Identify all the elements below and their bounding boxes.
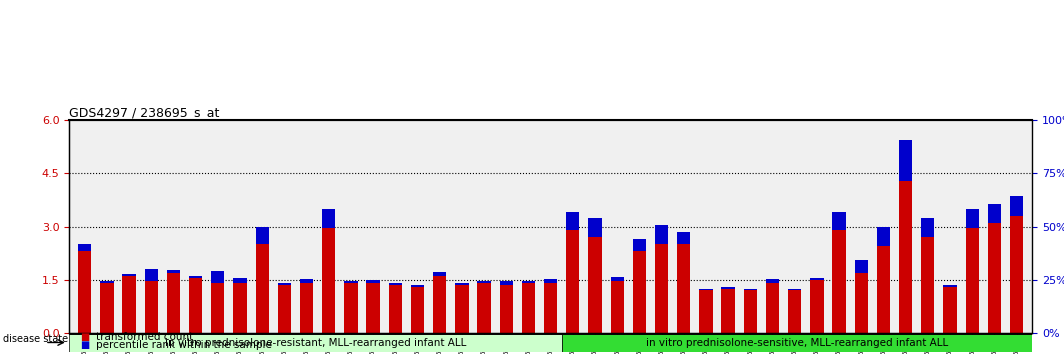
Bar — [366, 283, 380, 333]
Bar — [721, 289, 735, 333]
Text: in vitro prednisolone-sensitive, MLL-rearranged infant ALL: in vitro prednisolone-sensitive, MLL-rea… — [646, 338, 948, 348]
Bar — [500, 281, 513, 285]
Bar — [300, 283, 313, 333]
Bar — [766, 279, 779, 283]
Bar — [345, 281, 358, 283]
Bar — [122, 274, 136, 276]
Text: GDS4297 / 238695_s_at: GDS4297 / 238695_s_at — [69, 106, 219, 119]
Bar — [167, 270, 180, 273]
Bar — [854, 260, 868, 273]
Bar — [744, 289, 757, 290]
Bar — [189, 276, 202, 278]
Bar — [921, 218, 934, 237]
Bar — [987, 223, 1001, 333]
Bar — [965, 209, 979, 228]
Bar — [721, 287, 735, 289]
Bar — [744, 290, 757, 333]
Bar — [965, 228, 979, 333]
Bar — [899, 140, 912, 181]
Bar — [455, 283, 468, 285]
Bar — [854, 273, 868, 333]
FancyBboxPatch shape — [562, 333, 1032, 352]
Bar — [411, 285, 425, 287]
Bar — [832, 212, 846, 230]
Bar — [322, 209, 335, 228]
Bar — [588, 218, 601, 237]
Bar — [455, 285, 468, 333]
Bar — [832, 230, 846, 333]
Bar — [1010, 196, 1024, 216]
Bar — [122, 276, 136, 333]
Bar — [78, 251, 92, 333]
Bar — [278, 283, 292, 285]
Bar — [433, 276, 446, 333]
Bar — [921, 237, 934, 333]
Bar — [877, 246, 891, 333]
Bar — [611, 277, 624, 281]
Bar — [500, 285, 513, 333]
Bar — [300, 279, 313, 283]
Bar — [788, 290, 801, 333]
Bar — [944, 285, 957, 287]
Bar — [677, 244, 691, 333]
Bar — [566, 230, 580, 333]
Bar — [899, 181, 912, 333]
Bar — [1010, 216, 1024, 333]
Bar — [611, 281, 624, 333]
Bar — [167, 273, 180, 333]
Bar — [366, 280, 380, 283]
Bar — [189, 278, 202, 333]
Text: in vitro prednisolone-resistant, MLL-rearranged infant ALL: in vitro prednisolone-resistant, MLL-rea… — [165, 338, 466, 348]
Bar — [211, 283, 225, 333]
Bar — [633, 239, 646, 251]
Bar — [388, 283, 402, 285]
Bar — [521, 283, 535, 333]
Bar — [433, 272, 446, 276]
Bar — [677, 232, 691, 244]
Bar — [345, 283, 358, 333]
Bar — [766, 283, 779, 333]
Bar — [478, 283, 491, 333]
Bar — [411, 287, 425, 333]
Text: transformed count: transformed count — [96, 332, 193, 342]
Bar — [544, 279, 558, 283]
Bar — [233, 283, 247, 333]
Bar — [810, 278, 824, 280]
Bar — [944, 287, 957, 333]
Bar — [544, 283, 558, 333]
Bar — [145, 281, 157, 333]
Bar — [655, 244, 668, 333]
Bar — [100, 283, 114, 333]
Bar — [810, 280, 824, 333]
Bar — [211, 271, 225, 283]
Bar — [322, 228, 335, 333]
Bar — [100, 281, 114, 283]
FancyBboxPatch shape — [69, 333, 562, 352]
Bar — [255, 227, 269, 244]
Bar — [255, 244, 269, 333]
Bar — [233, 278, 247, 283]
Bar — [478, 281, 491, 283]
Bar — [633, 251, 646, 333]
Bar — [788, 289, 801, 290]
Bar — [588, 237, 601, 333]
Bar — [987, 204, 1001, 223]
Bar — [655, 225, 668, 244]
Bar — [78, 244, 92, 251]
Bar — [877, 227, 891, 246]
Bar — [699, 290, 713, 333]
Bar — [521, 281, 535, 283]
Bar — [145, 269, 157, 281]
Bar — [278, 285, 292, 333]
Bar — [566, 212, 580, 230]
Text: percentile rank within the sample: percentile rank within the sample — [96, 340, 271, 350]
Bar — [388, 285, 402, 333]
Text: ■: ■ — [80, 340, 89, 350]
Text: disease state: disease state — [3, 333, 68, 344]
Bar — [699, 289, 713, 290]
Text: ■: ■ — [80, 332, 89, 342]
